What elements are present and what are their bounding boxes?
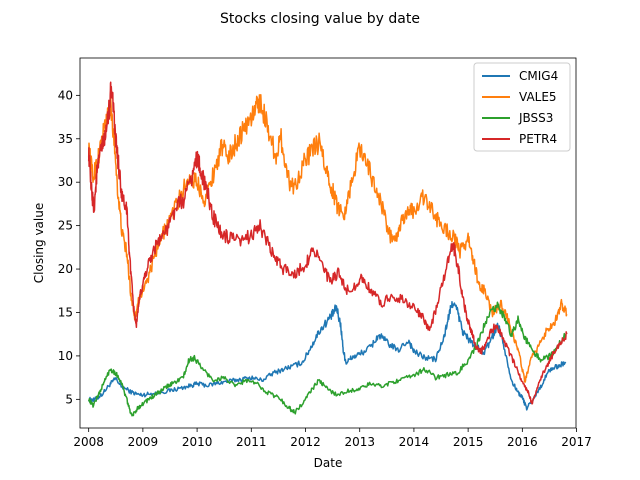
x-tick-label: 2015 [453, 435, 484, 449]
y-tick-label: 5 [65, 392, 73, 406]
y-tick-label: 10 [58, 349, 73, 363]
chart-title: Stocks closing value by date [220, 11, 420, 27]
y-tick-label: 20 [58, 262, 73, 276]
x-tick-label: 2011 [236, 435, 267, 449]
y-tick-label: 30 [58, 175, 73, 189]
y-tick-label: 35 [58, 132, 73, 146]
x-axis-label: Date [314, 456, 343, 470]
legend-box [473, 62, 571, 152]
series-line-petr4 [87, 81, 568, 405]
series-line-jbss3 [87, 301, 567, 417]
y-tick-label: 15 [58, 305, 73, 319]
y-axis-label: Closing value [32, 203, 46, 283]
legend-entry: JBSS3 [518, 111, 553, 125]
legend-entry: PETR4 [519, 132, 557, 146]
x-tick-label: 2012 [290, 435, 321, 449]
x-tick-label: 2009 [128, 435, 159, 449]
x-tick-label: 2016 [507, 435, 538, 449]
series-line-vale5 [87, 92, 568, 383]
legend-entry: CMIG4 [519, 69, 558, 83]
plot-frame [79, 57, 577, 429]
x-tick-label: 2008 [73, 435, 104, 449]
x-tick-label: 2014 [399, 435, 430, 449]
plot-area [79, 57, 577, 429]
x-axis: 2008 2009 2010 2011 2012 2013 2014 2015 2016 2017 [73, 428, 592, 449]
x-tick-label: 2013 [344, 435, 375, 449]
y-tick-label: 40 [58, 88, 73, 102]
y-axis: 5 10 15 20 25 30 35 40 [58, 88, 80, 406]
series-layer [87, 81, 568, 417]
y-tick-label: 25 [58, 219, 73, 233]
x-tick-label: 2010 [182, 435, 213, 449]
legend-entry: VALE5 [519, 90, 557, 104]
legend: CMIG4 VALE5 JBSS3 PETR4 [473, 62, 571, 152]
x-tick-label: 2017 [561, 435, 592, 449]
